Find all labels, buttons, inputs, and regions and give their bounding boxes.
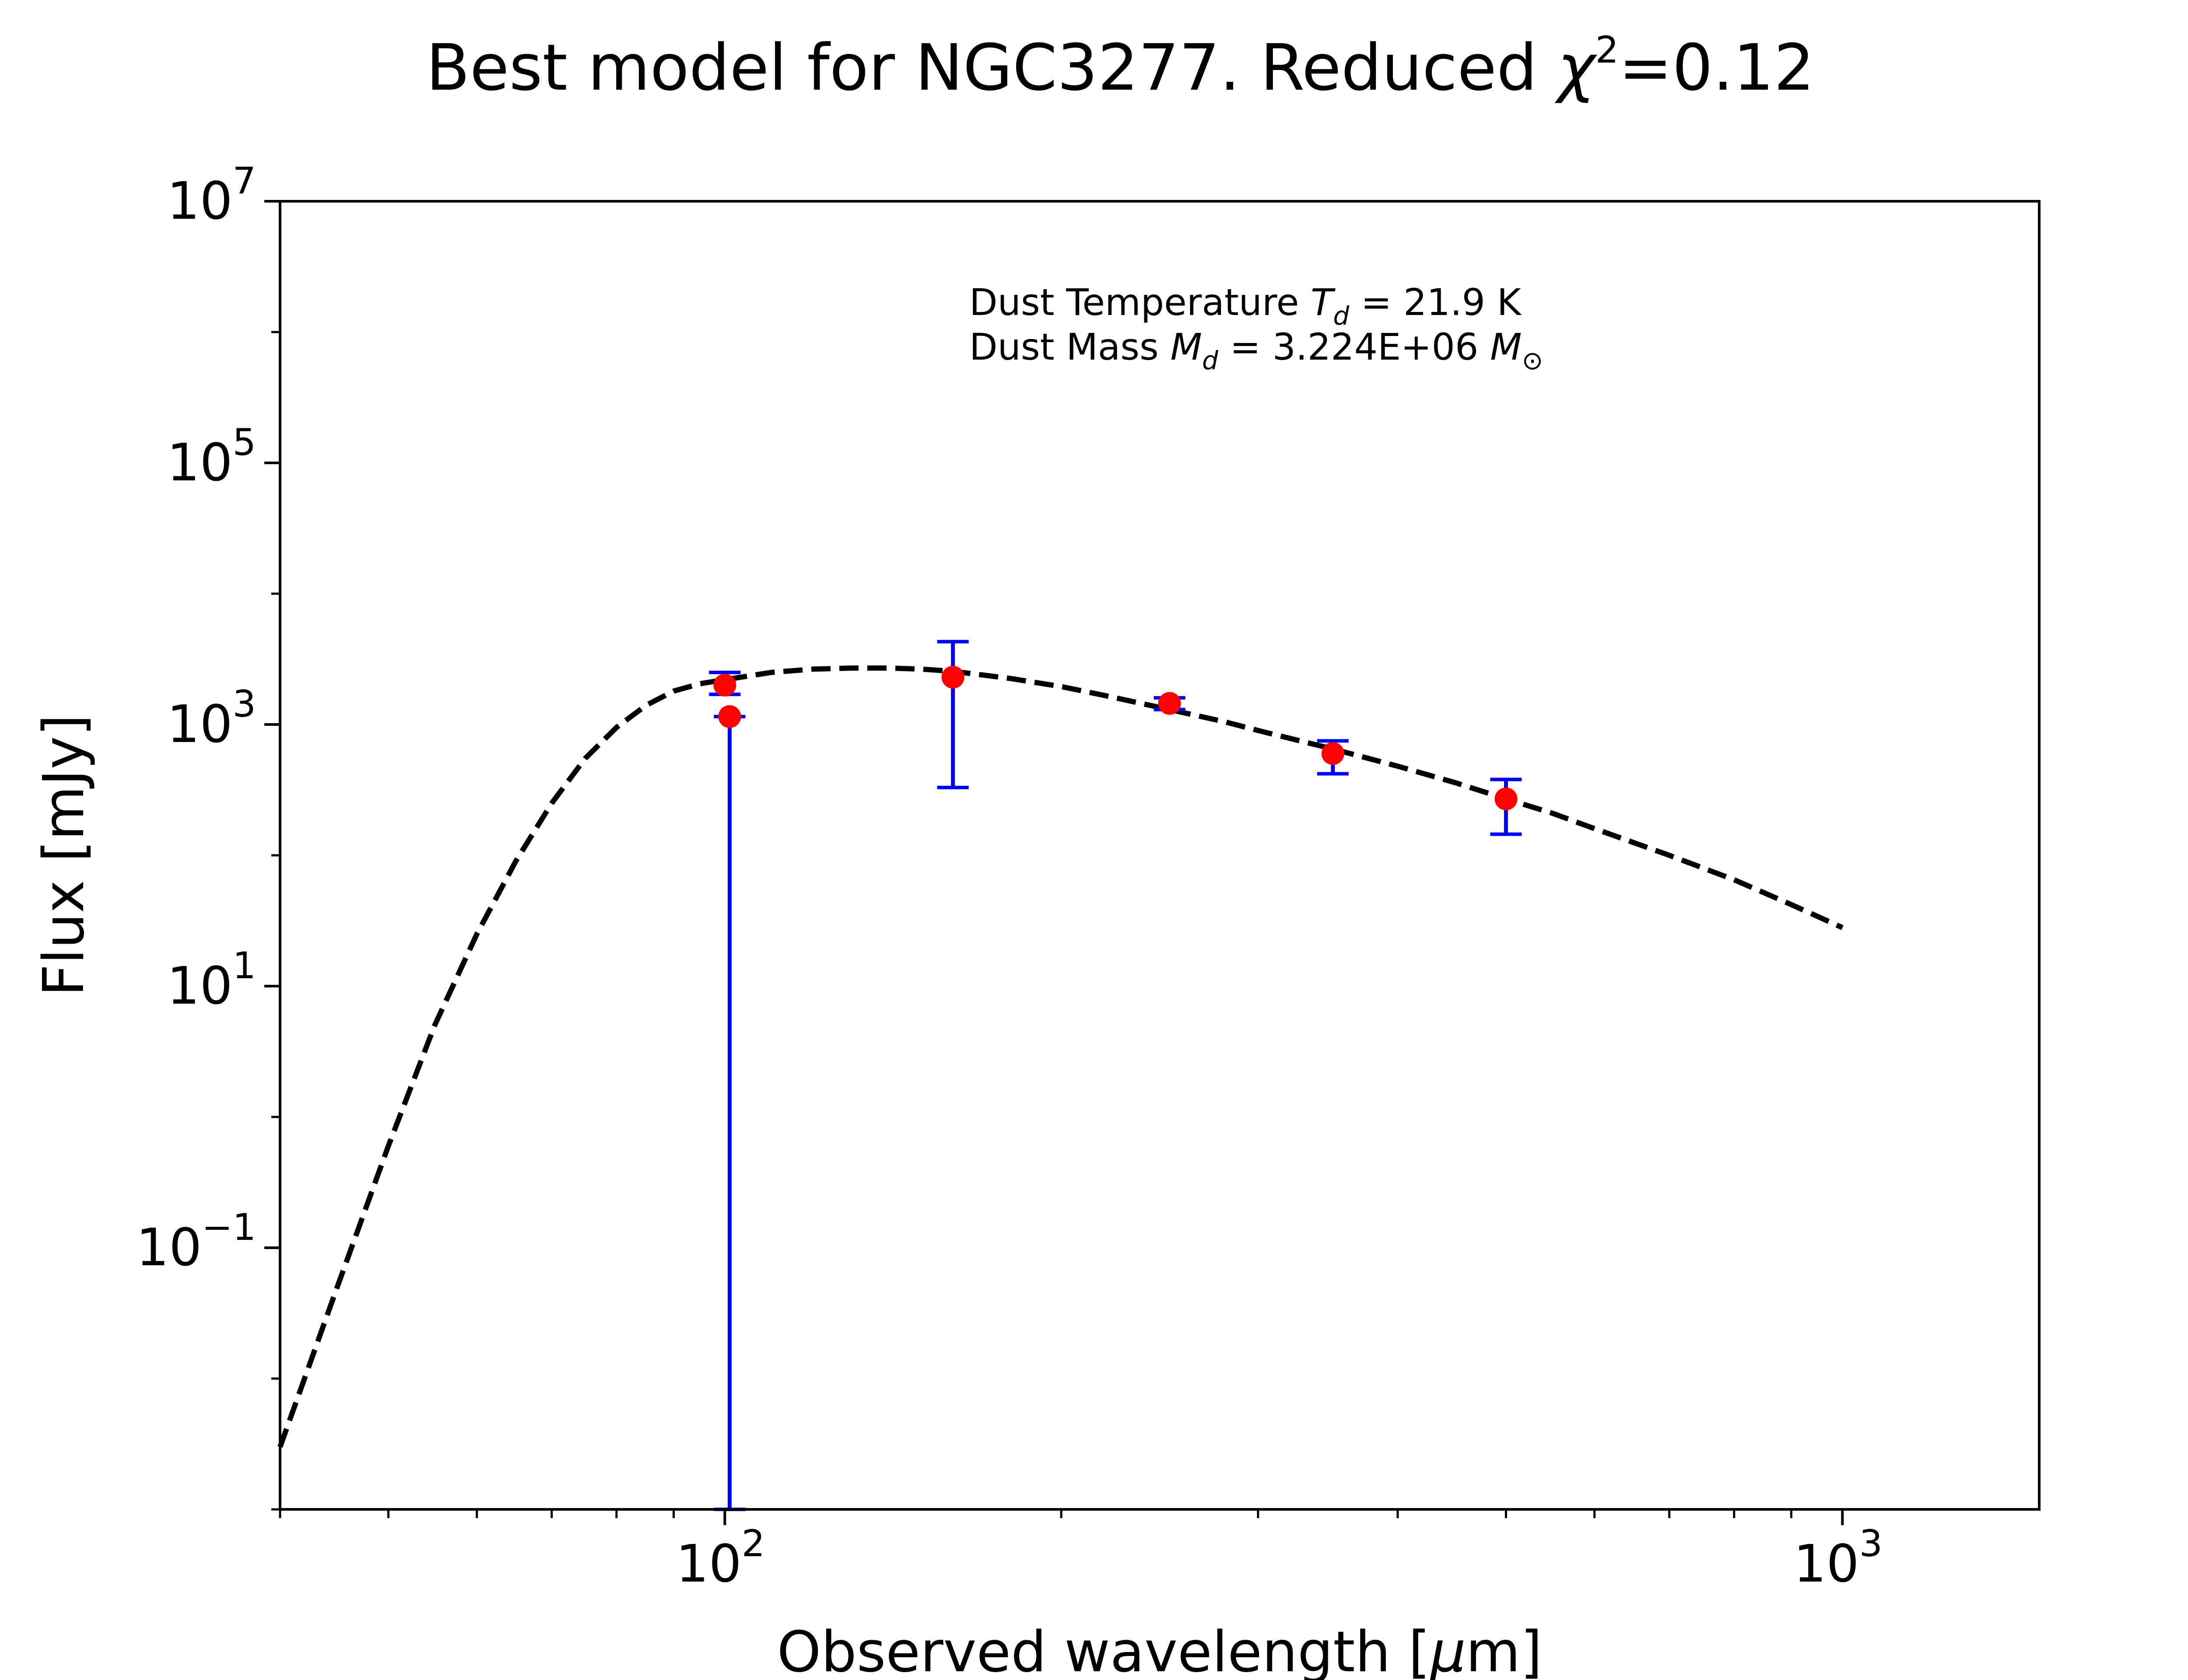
data-point-4	[1321, 742, 1344, 765]
chart-title: Best model for NGC3277. Reduced χ2=0.12	[426, 28, 1815, 105]
data-layer	[277, 640, 1844, 1511]
y-tick-label-2: 103	[167, 682, 256, 754]
data-point-1	[718, 705, 741, 728]
annotation-dust-mass: Dust Mass Md = 3.224E+06 M⊙	[969, 326, 1543, 375]
plot-frame	[279, 200, 2041, 1511]
x-tick-label-0: 102	[676, 1522, 765, 1594]
y-tick-label-4: 10−1	[136, 1206, 256, 1278]
annotation-dust-temperature: Dust Temperature Td = 21.9 K	[969, 281, 1522, 331]
data-point-5	[1494, 788, 1518, 811]
y-tick-label-0: 107	[167, 159, 256, 231]
y-axis-label: Flux [mJy]	[32, 714, 97, 997]
data-point-2	[941, 665, 964, 689]
data-point-0	[713, 673, 736, 696]
model-curve	[277, 665, 1844, 1448]
y-tick-label-1: 105	[167, 421, 256, 493]
y-tick-label-3: 101	[167, 944, 256, 1016]
x-tick-label-1: 103	[1793, 1522, 1883, 1594]
data-point-3	[1158, 692, 1181, 715]
tick-layer: 107 105 103 101 10−1 102 103	[136, 159, 1883, 1594]
x-axis-label: Observed wavelength [μm]	[777, 1620, 1543, 1680]
